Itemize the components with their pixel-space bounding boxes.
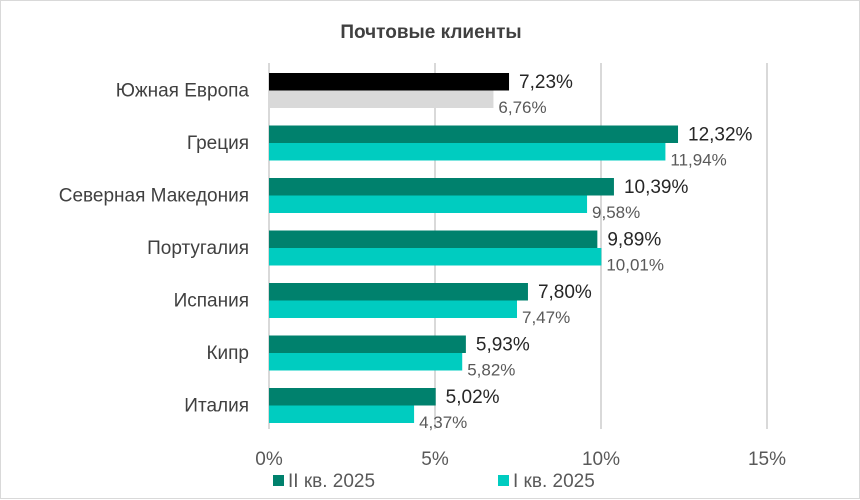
- bar-q2: [269, 388, 436, 406]
- category-label: Южная Европа: [116, 81, 250, 102]
- bar-q1: [269, 143, 666, 161]
- category-label: Италия: [184, 396, 249, 417]
- bar-q1: [269, 90, 494, 108]
- data-label: 6,76%: [498, 98, 546, 117]
- category-label: Северная Македония: [59, 186, 249, 207]
- x-tick-label: 10%: [582, 449, 620, 470]
- legend-label: II кв. 2025: [288, 471, 375, 492]
- legend-swatch: [273, 475, 284, 486]
- bar-q2: [269, 230, 598, 248]
- category-label: Испания: [174, 291, 249, 312]
- bar-q1: [269, 405, 415, 423]
- x-tick-label: 5%: [421, 449, 449, 470]
- data-label: 9,89%: [607, 230, 661, 251]
- bar-q1: [269, 195, 588, 213]
- data-label: 5,82%: [467, 361, 515, 380]
- legend-swatch: [498, 475, 509, 486]
- x-tick-label: 15%: [748, 449, 786, 470]
- bar-q1: [269, 300, 518, 318]
- x-tick-label: 0%: [255, 449, 283, 470]
- bar-q2: [269, 283, 528, 301]
- data-label: 10,01%: [606, 256, 664, 275]
- bar-q2: [269, 125, 679, 143]
- data-label: 7,80%: [538, 282, 592, 303]
- category-label: Греция: [187, 133, 249, 154]
- bar-q1: [269, 248, 602, 266]
- category-label: Португалия: [147, 238, 249, 259]
- bar-q1: [269, 353, 463, 371]
- chart-title: Почтовые клиенты: [340, 22, 521, 43]
- data-label: 12,32%: [688, 125, 753, 146]
- data-label: 5,02%: [446, 387, 500, 408]
- data-label: 11,94%: [670, 151, 726, 170]
- legend-label: I кв. 2025: [513, 471, 595, 492]
- category-label: Кипр: [206, 343, 249, 364]
- bar-q2: [269, 178, 614, 196]
- bar-q2: [269, 335, 466, 353]
- data-label: 7,47%: [522, 308, 570, 327]
- data-label: 5,93%: [476, 335, 530, 356]
- data-label: 7,23%: [519, 72, 573, 93]
- bar-q2: [269, 73, 510, 91]
- data-label: 10,39%: [624, 177, 689, 198]
- data-label: 9,58%: [592, 203, 640, 222]
- data-label: 4,37%: [419, 413, 467, 432]
